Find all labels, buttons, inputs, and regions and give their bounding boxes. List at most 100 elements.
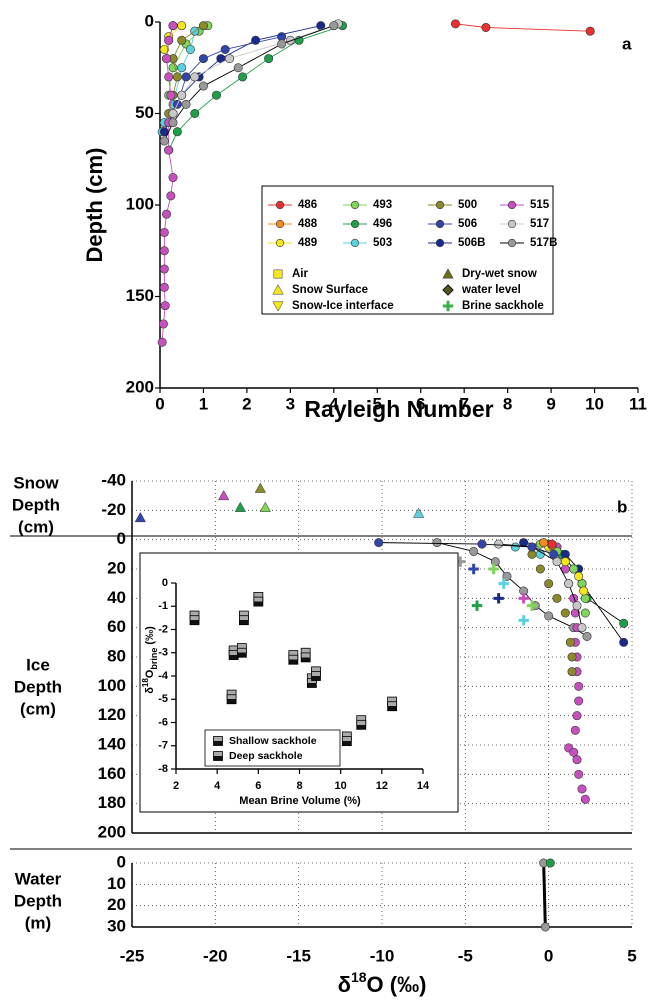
point: [468, 563, 479, 575]
y-tick-label: 20: [107, 895, 126, 914]
x-tick-label: 2: [242, 394, 251, 413]
y-tick-label: 120: [98, 705, 126, 724]
legend-label: 517B: [530, 237, 558, 249]
point: [527, 542, 537, 552]
point: [275, 238, 285, 248]
point: [350, 219, 360, 229]
point: [168, 118, 178, 128]
x-tick-label: 8: [296, 780, 302, 792]
y-tick-label: 50: [135, 103, 154, 122]
y-axis-title: Water: [15, 869, 62, 888]
point: [166, 90, 176, 100]
point: [619, 637, 629, 647]
x-axis-title-part: O (‰): [367, 972, 427, 997]
y-tick-label: 0: [162, 577, 168, 589]
point: [177, 35, 187, 45]
y-tick-label: 100: [98, 676, 126, 695]
point: [435, 219, 445, 229]
legend-label: Snow-Ice interface: [292, 300, 394, 312]
legend-label: Brine sackhole: [462, 300, 544, 312]
legend-box: [204, 729, 341, 767]
y-tick-label: 80: [107, 646, 126, 665]
point: [519, 538, 529, 548]
x-tick-label: 3: [286, 394, 295, 413]
point: [160, 301, 170, 311]
x-tick-label: -15: [286, 946, 311, 965]
point: [285, 35, 295, 45]
x-tick-label: 0: [544, 946, 553, 965]
legend-label: 506: [458, 218, 477, 230]
point: [177, 90, 187, 100]
point: [311, 671, 321, 681]
point: [172, 127, 182, 137]
point: [574, 681, 584, 691]
point: [190, 109, 200, 119]
point: [177, 63, 187, 73]
point: [350, 200, 360, 210]
legend-label: 488: [298, 218, 318, 230]
point: [560, 557, 570, 567]
point: [198, 21, 208, 31]
y-axis-title: Ice: [26, 655, 50, 674]
y-tick-label: 200: [126, 377, 154, 396]
point: [477, 539, 487, 549]
point: [181, 72, 191, 82]
point: [159, 227, 169, 237]
point: [275, 200, 285, 210]
x-tick-label: 5: [373, 394, 382, 413]
point: [162, 54, 172, 64]
point: [159, 136, 169, 146]
y-tick-label: -6: [158, 716, 168, 728]
point: [213, 736, 223, 746]
point: [435, 238, 445, 248]
series-line: [455, 23, 591, 32]
point: [488, 563, 499, 575]
x-tick-label: -25: [120, 946, 145, 965]
point: [442, 284, 454, 296]
y-tick-label: -20: [101, 500, 126, 519]
x-tick-label: 11: [629, 394, 647, 413]
y-tick-label: -2: [158, 623, 168, 635]
point: [134, 511, 146, 523]
y-tick-label: -1: [158, 600, 168, 612]
point: [572, 755, 582, 765]
x-tick-label: 7: [459, 394, 468, 413]
y-axis-title-part: δ: [144, 687, 156, 694]
x-axis-title: Mean Brine Volume (%): [239, 795, 361, 807]
y-tick-label: 10: [107, 874, 126, 893]
point: [228, 650, 239, 660]
point: [471, 600, 483, 611]
point: [494, 539, 504, 549]
point: [413, 507, 425, 518]
legend-label: Snow Surface: [292, 284, 368, 296]
point: [158, 319, 168, 329]
legend-label: Shallow sackhole: [229, 735, 317, 747]
point: [507, 219, 517, 229]
point: [168, 109, 178, 119]
y-axis-title: (m): [25, 913, 51, 932]
y-tick-label: -40: [101, 470, 126, 489]
y-tick-label: 40: [107, 588, 126, 607]
point: [168, 173, 178, 183]
y-tick-label: 150: [126, 286, 154, 305]
y-axis-title-part: O: [144, 669, 156, 678]
x-tick-label: 10: [335, 780, 347, 792]
point: [329, 21, 339, 31]
point: [569, 564, 579, 574]
point: [162, 209, 172, 219]
point: [211, 90, 221, 100]
point: [264, 54, 274, 64]
point: [574, 769, 584, 779]
point: [218, 489, 230, 501]
point: [159, 44, 169, 54]
point: [288, 654, 299, 665]
y-tick-label: 140: [98, 734, 126, 753]
y-tick-label: 0: [117, 529, 126, 548]
x-axis-title: Rayleigh Number: [304, 396, 493, 422]
x-tick-label: 14: [417, 780, 430, 792]
x-tick-label: 4: [329, 394, 339, 413]
point: [442, 300, 454, 312]
point: [190, 72, 200, 82]
point: [582, 631, 592, 641]
